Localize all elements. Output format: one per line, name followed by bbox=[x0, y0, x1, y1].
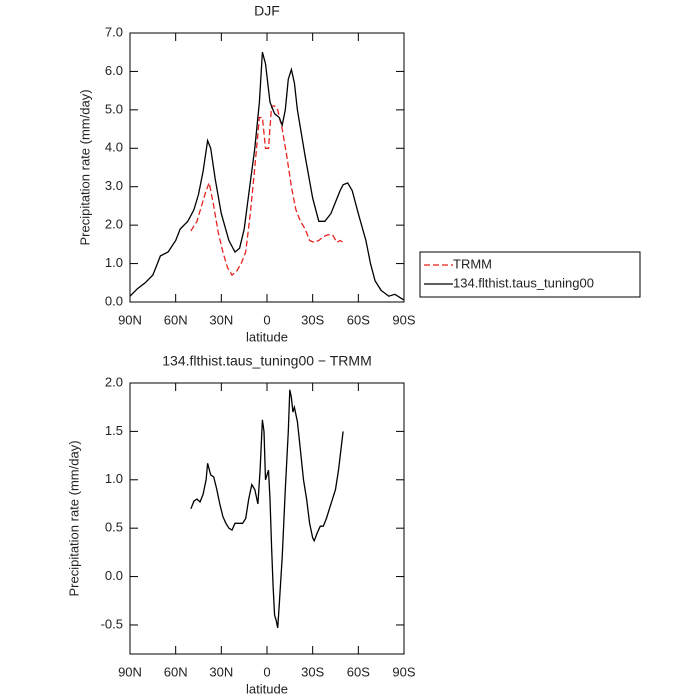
x-tick-label: 30N bbox=[209, 664, 233, 679]
x-tick-label: 90N bbox=[118, 312, 142, 327]
y-tick-label: 1.5 bbox=[105, 423, 123, 438]
x-tick-label: 60S bbox=[347, 312, 370, 327]
data-line bbox=[190, 389, 344, 629]
x-tick-label: 30S bbox=[301, 312, 324, 327]
data-line bbox=[190, 105, 344, 277]
data-line bbox=[129, 52, 405, 301]
x-tick-label: 30N bbox=[209, 312, 233, 327]
x-tick-label: 90N bbox=[118, 664, 142, 679]
y-tick-label: 4.0 bbox=[105, 140, 123, 155]
y-tick-label: 3.0 bbox=[105, 178, 123, 193]
y-tick-label: 1.0 bbox=[105, 471, 123, 486]
x-axis-label: latitude bbox=[246, 329, 288, 344]
y-axis-label: Precipitation rate (mm/day) bbox=[77, 89, 92, 245]
y-tick-label: 2.0 bbox=[105, 217, 123, 232]
y-tick-label: 2.0 bbox=[105, 374, 123, 389]
x-tick-label: 60N bbox=[164, 664, 188, 679]
x-tick-label: 90S bbox=[392, 664, 415, 679]
y-tick-label: -0.5 bbox=[101, 616, 123, 631]
x-tick-label: 30S bbox=[301, 664, 324, 679]
legend-label: TRMM bbox=[453, 256, 492, 271]
y-tick-label: 7.0 bbox=[105, 24, 123, 39]
x-axis-label: latitude bbox=[246, 681, 288, 696]
y-tick-label: 0.0 bbox=[105, 293, 123, 308]
x-tick-label: 90S bbox=[392, 312, 415, 327]
chart-title: DJF bbox=[254, 3, 280, 19]
y-tick-label: 5.0 bbox=[105, 101, 123, 116]
x-tick-label: 60S bbox=[347, 664, 370, 679]
y-tick-label: 0.0 bbox=[105, 568, 123, 583]
y-tick-label: 6.0 bbox=[105, 63, 123, 78]
plot-frame bbox=[129, 382, 405, 655]
x-tick-label: 0 bbox=[263, 664, 270, 679]
x-tick-label: 0 bbox=[263, 312, 270, 327]
y-tick-label: 0.5 bbox=[105, 520, 123, 535]
legend-label: 134.flthist.taus_tuning00 bbox=[453, 275, 594, 290]
y-axis-label: Precipitation rate (mm/day) bbox=[66, 440, 81, 596]
x-tick-label: 60N bbox=[164, 312, 188, 327]
legend-box bbox=[419, 251, 641, 298]
y-tick-label: 1.0 bbox=[105, 255, 123, 270]
chart-title: 134.flthist.taus_tuning00 − TRMM bbox=[162, 353, 371, 369]
